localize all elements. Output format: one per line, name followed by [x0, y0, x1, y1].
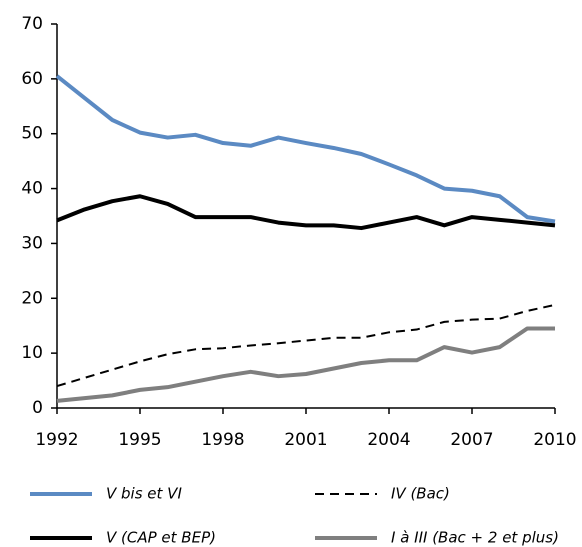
series-line: [56, 303, 556, 388]
x-tick-label: 2010: [533, 430, 576, 450]
x-tick-label: 1998: [201, 430, 244, 450]
y-tick-label: 10: [21, 343, 43, 363]
x-tick-label: 1992: [35, 430, 78, 450]
x-tick-label: 2007: [450, 430, 493, 450]
y-tick-label: 0: [32, 398, 43, 418]
y-tick-label: 40: [21, 179, 43, 199]
y-tick-label: 30: [21, 233, 43, 253]
x-tick-label: 2001: [284, 430, 327, 450]
series-line: [55, 74, 556, 224]
legend-label: V bis et VI: [106, 485, 182, 503]
legend-label: IV (Bac): [391, 485, 450, 503]
y-tick-label: 60: [21, 69, 43, 89]
y-tick-label: 50: [21, 124, 43, 144]
series-line: [56, 194, 556, 231]
y-tick-label: 70: [21, 14, 43, 34]
series-line: [56, 326, 555, 403]
y-tick-label: 20: [21, 288, 43, 308]
legend-label: I à III (Bac + 2 et plus): [391, 529, 559, 547]
x-tick-label: 1995: [118, 430, 161, 450]
legend-label: V (CAP et BEP): [106, 529, 216, 547]
x-tick-label: 2004: [367, 430, 410, 450]
